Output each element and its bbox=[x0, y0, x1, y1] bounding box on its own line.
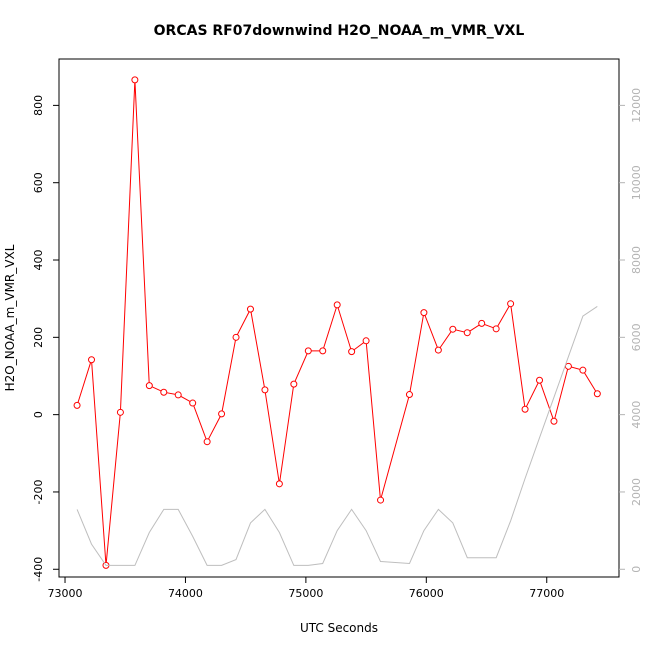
data-point bbox=[145, 382, 153, 390]
data-point bbox=[131, 76, 139, 84]
y-tick-label: 400 bbox=[32, 250, 45, 271]
data-point bbox=[73, 401, 81, 409]
y2-tick-label: 4000 bbox=[630, 401, 643, 429]
y2-tick-label: 10000 bbox=[630, 165, 643, 200]
data-point bbox=[564, 362, 572, 370]
x-tick-label: 77000 bbox=[529, 587, 564, 600]
y2-tick-label: 6000 bbox=[630, 323, 643, 351]
data-point bbox=[319, 347, 327, 355]
series-line-secondary bbox=[76, 305, 598, 566]
data-point bbox=[463, 329, 471, 337]
series-layer bbox=[73, 76, 601, 569]
data-point bbox=[348, 348, 356, 356]
x-tick-label: 73000 bbox=[48, 587, 83, 600]
data-point bbox=[333, 301, 341, 309]
data-point bbox=[434, 346, 442, 354]
y-tick-label: 200 bbox=[32, 327, 45, 348]
plot-frame bbox=[58, 58, 620, 578]
chart-title: ORCAS RF07downwind H2O_NOAA_m_VMR_VXL bbox=[154, 23, 525, 39]
data-point bbox=[304, 347, 312, 355]
y2-tick-label: 8000 bbox=[630, 246, 643, 274]
data-point bbox=[492, 325, 500, 333]
y-axis-label: H2O_NOAA_m_VMR_VXL bbox=[3, 244, 17, 391]
x-axis-label: UTC Seconds bbox=[300, 621, 378, 635]
x-tick-label: 74000 bbox=[168, 587, 203, 600]
series-line-primary bbox=[76, 79, 598, 566]
data-point bbox=[550, 417, 558, 425]
data-point bbox=[405, 391, 413, 399]
data-point bbox=[261, 386, 269, 394]
y-tick-label: 600 bbox=[32, 172, 45, 193]
y2-tick-label: 12000 bbox=[630, 88, 643, 123]
data-point bbox=[174, 391, 182, 399]
data-point bbox=[579, 366, 587, 374]
data-point bbox=[189, 399, 197, 407]
y-tick-label: 0 bbox=[32, 411, 45, 418]
data-point bbox=[377, 496, 385, 504]
y2-tick-label: 0 bbox=[630, 566, 643, 573]
data-point bbox=[507, 300, 515, 308]
data-point bbox=[232, 333, 240, 341]
data-point bbox=[593, 390, 601, 398]
data-point bbox=[449, 325, 457, 333]
data-point bbox=[246, 305, 254, 313]
data-point bbox=[362, 337, 370, 345]
x-tick-label: 75000 bbox=[288, 587, 323, 600]
data-point bbox=[203, 438, 211, 446]
data-point bbox=[290, 380, 298, 388]
y2-tick-label: 2000 bbox=[630, 478, 643, 506]
data-point bbox=[521, 405, 529, 413]
y-tick-label: -200 bbox=[32, 479, 45, 504]
y-tick-label: 800 bbox=[32, 95, 45, 116]
data-point bbox=[88, 356, 96, 364]
x-tick-label: 76000 bbox=[409, 587, 444, 600]
y-tick-label: -400 bbox=[32, 557, 45, 582]
data-point bbox=[420, 309, 428, 317]
data-point bbox=[275, 480, 283, 488]
data-point bbox=[536, 376, 544, 384]
data-point bbox=[218, 410, 226, 418]
data-point bbox=[160, 388, 168, 396]
axes-layer: 73000 74000 75000 76000 77000 -400 -200 0 200 400… bbox=[32, 88, 643, 600]
data-point bbox=[478, 319, 486, 327]
data-point bbox=[116, 408, 124, 416]
